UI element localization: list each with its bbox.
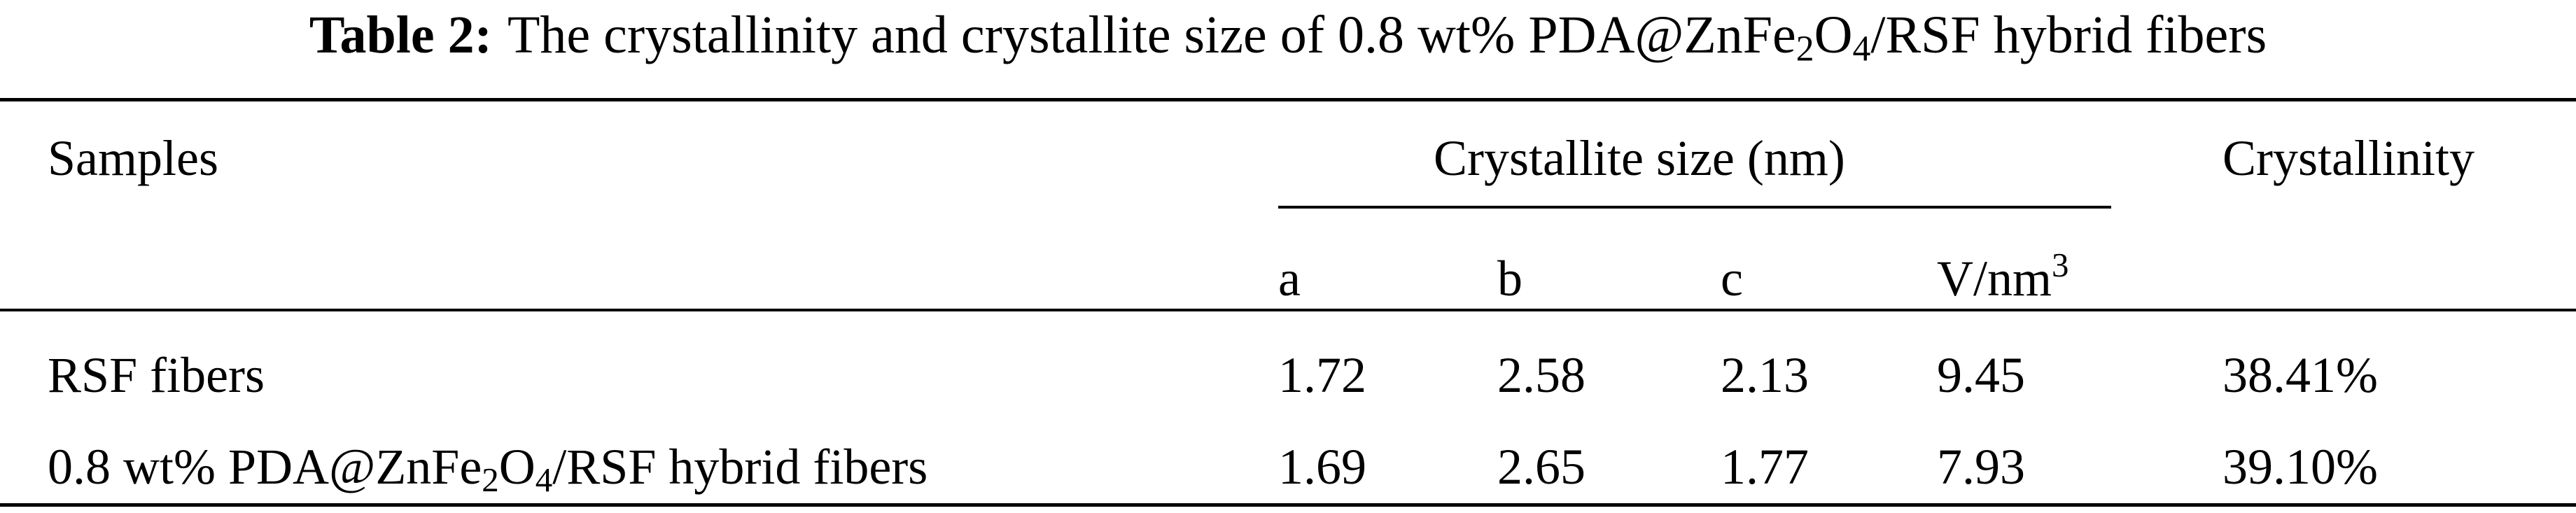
caption-text-part-5: /RSF hybrid fibers xyxy=(1870,6,2267,64)
row-2-sample: 0.8 wt% PDA@ZnFe2O4/RSF hybrid fibers xyxy=(48,436,927,498)
row-2-subscript-2: 2 xyxy=(482,460,499,499)
caption-text-part-3: O xyxy=(1814,6,1853,64)
table-bottom-rule xyxy=(0,503,2576,507)
row-1-sample-text: RSF fibers xyxy=(48,347,265,403)
header-volume: V/nm3 xyxy=(1937,248,2069,309)
header-volume-exponent: 3 xyxy=(2052,246,2069,285)
caption-subscript-2: 2 xyxy=(1795,29,1814,69)
row-1-volume: 9.45 xyxy=(1937,347,2025,403)
header-a: a xyxy=(1278,251,1301,307)
caption-text-part-1: The crystallinity and crystallite size o… xyxy=(507,6,1796,64)
table-header-rule xyxy=(0,309,2576,311)
table-top-rule xyxy=(0,98,2576,101)
row-1-b: 2.58 xyxy=(1497,347,1586,403)
crystallite-size-span-rule xyxy=(1278,206,2111,209)
row-2-crystallinity: 39.10% xyxy=(2222,439,2378,495)
row-2-b: 2.65 xyxy=(1497,439,1586,495)
row-2-sample-part-1: 0.8 wt% PDA@ZnFe xyxy=(48,439,482,495)
table-caption: Table 2: The crystallinity and crystallit… xyxy=(0,0,2576,77)
caption-label: Table 2: xyxy=(309,6,492,64)
row-2-a: 1.69 xyxy=(1278,439,1366,495)
row-2-sample-part-3: O xyxy=(498,439,536,495)
header-b: b xyxy=(1497,251,1522,307)
header-crystallite-size: Crystallite size (nm) xyxy=(1434,130,1845,186)
row-1-crystallinity: 38.41% xyxy=(2222,347,2378,403)
row-1-a: 1.72 xyxy=(1278,347,1366,403)
header-samples: Samples xyxy=(48,130,218,186)
caption-subscript-4: 4 xyxy=(1852,29,1871,69)
header-c: c xyxy=(1721,251,1743,307)
header-volume-base: V/nm xyxy=(1937,251,2052,307)
header-crystallinity: Crystallinity xyxy=(2222,130,2474,186)
row-2-subscript-4: 4 xyxy=(535,460,553,499)
row-2-sample-part-5: /RSF hybrid fibers xyxy=(552,439,928,495)
row-2-volume: 7.93 xyxy=(1937,439,2025,495)
row-2-c: 1.77 xyxy=(1721,439,1809,495)
row-1-sample: RSF fibers xyxy=(48,344,265,406)
row-1-c: 2.13 xyxy=(1721,347,1809,403)
